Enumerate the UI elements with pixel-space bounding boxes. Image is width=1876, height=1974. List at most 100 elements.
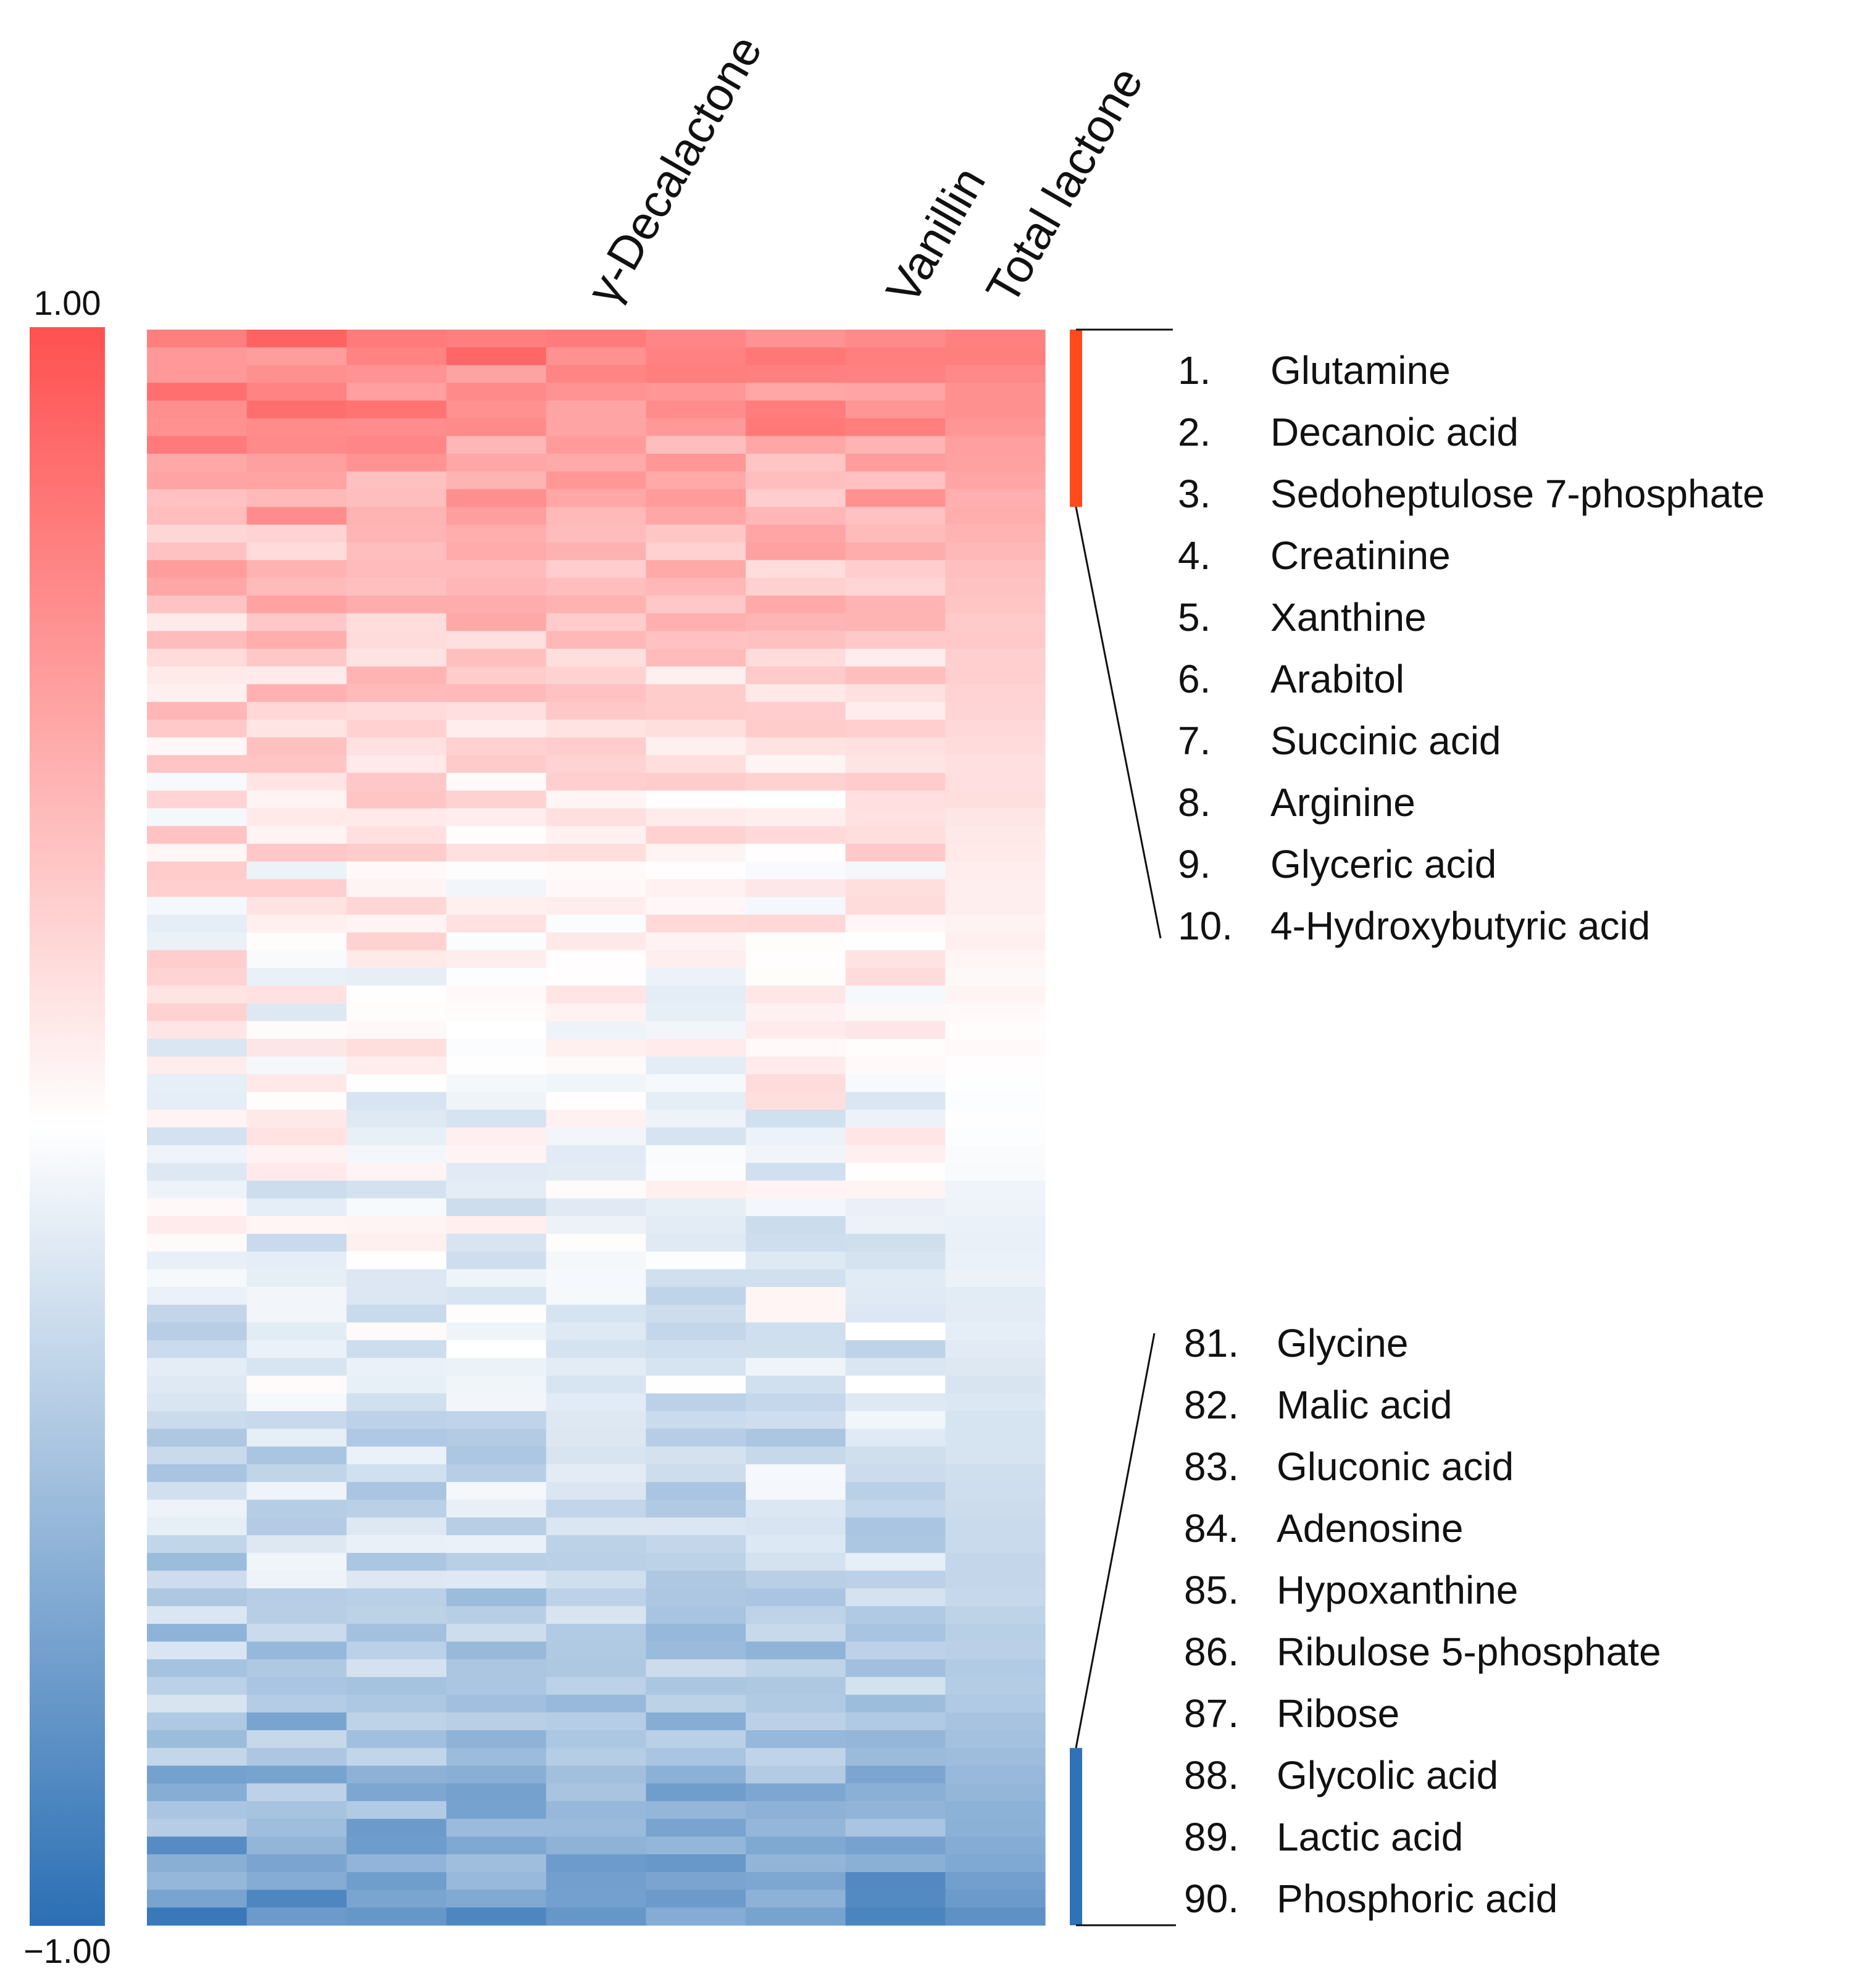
heatmap-cell <box>845 1854 946 1873</box>
heatmap-cell <box>646 524 746 543</box>
heatmap-cell <box>546 1287 646 1306</box>
heatmap-cell <box>646 1393 746 1412</box>
heatmap-cell <box>147 1233 248 1252</box>
heatmap-cell <box>746 968 846 986</box>
heatmap-cell <box>346 1783 447 1802</box>
heatmap-cell <box>746 1783 846 1802</box>
heatmap-cell <box>945 1623 1046 1643</box>
heatmap-cell <box>945 1003 1046 1022</box>
heatmap-cell <box>446 542 547 560</box>
heatmap-cell <box>346 383 447 401</box>
heatmap-cell <box>746 1765 846 1784</box>
heatmap-cell <box>246 879 347 897</box>
heatmap-cell <box>246 1393 347 1412</box>
heatmap-cell <box>147 1251 248 1270</box>
heatmap-cell <box>646 1446 746 1465</box>
heatmap-cell <box>546 719 646 738</box>
heatmap-cell <box>945 719 1046 738</box>
heatmap-cell <box>945 507 1046 525</box>
heatmap-cell <box>147 1092 248 1110</box>
heatmap-cell <box>446 1269 547 1288</box>
heatmap-cell <box>646 1357 746 1376</box>
heatmap-cell <box>546 631 646 649</box>
heatmap-cell <box>446 702 547 720</box>
heatmap-cell <box>845 1074 946 1093</box>
heatmap-cell <box>446 1907 547 1926</box>
heatmap-cell <box>845 1375 946 1394</box>
heatmap-cell <box>546 1428 646 1447</box>
heatmap-cell <box>546 1747 646 1767</box>
heatmap-cell <box>945 471 1046 490</box>
heatmap-cell <box>147 578 248 596</box>
heatmap-cell <box>346 1570 447 1589</box>
heatmap-cell <box>246 773 347 791</box>
heatmap-cell <box>845 1676 946 1696</box>
heatmap-cell <box>945 383 1046 401</box>
heatmap-cell <box>546 737 646 756</box>
heatmap-cell <box>845 560 946 578</box>
heatmap-cell <box>147 985 248 1004</box>
heatmap-cell <box>746 861 846 880</box>
heatmap-cell <box>746 684 846 702</box>
heatmap-cell <box>646 1659 746 1678</box>
heatmap-cell <box>446 454 547 472</box>
heatmap-cell <box>346 737 447 756</box>
heatmap-cell <box>646 507 746 525</box>
heatmap-grid <box>147 330 1046 1926</box>
heatmap-cell <box>246 861 347 880</box>
heatmap-cell <box>546 1659 646 1678</box>
heatmap-cell <box>945 914 1046 933</box>
heatmap-cell <box>346 471 447 490</box>
heatmap-cell <box>845 1092 946 1110</box>
heatmap-cell <box>446 1375 547 1394</box>
top-list-item-number: 9. <box>1178 842 1211 886</box>
heatmap-cell <box>246 755 347 773</box>
heatmap-cell <box>246 524 347 543</box>
heatmap-cell <box>945 666 1046 685</box>
heatmap-cell <box>147 595 248 614</box>
heatmap-cell <box>446 843 547 862</box>
heatmap-cell <box>246 1304 347 1323</box>
heatmap-cell <box>945 1570 1046 1589</box>
heatmap-cell <box>346 1003 447 1022</box>
heatmap-cell <box>546 826 646 844</box>
heatmap-cell <box>246 1021 347 1039</box>
top-list-item-name: Succinic acid <box>1270 718 1501 763</box>
heatmap-cell <box>945 1145 1046 1164</box>
heatmap-cell <box>446 826 547 844</box>
heatmap-cell <box>546 436 646 454</box>
heatmap-cell <box>945 595 1046 614</box>
heatmap-cell <box>446 790 547 809</box>
heatmap-cell <box>147 471 248 490</box>
heatmap-cell <box>446 1747 547 1767</box>
heatmap-cell <box>845 1145 946 1164</box>
heatmap-cell <box>546 365 646 383</box>
heatmap-cell <box>945 1340 1046 1359</box>
heatmap-cell <box>845 1623 946 1643</box>
heatmap-cell <box>147 950 248 968</box>
heatmap-cell <box>346 914 447 933</box>
heatmap-cell <box>646 1340 746 1359</box>
heatmap-cell <box>147 1180 248 1199</box>
heatmap-cell <box>346 897 447 915</box>
heatmap-cell <box>346 1889 447 1908</box>
heatmap-cell <box>446 1535 547 1554</box>
heatmap-cell <box>945 1092 1046 1110</box>
heatmap-cell <box>246 418 347 436</box>
heatmap-cell <box>546 1003 646 1022</box>
heatmap-cell <box>845 1198 946 1217</box>
heatmap-cell <box>945 454 1046 472</box>
heatmap-cell <box>147 1304 248 1323</box>
heatmap-cell <box>746 1535 846 1554</box>
heatmap-cell <box>546 524 646 543</box>
heatmap-cell <box>246 1535 347 1554</box>
heatmap-cell <box>646 1889 746 1908</box>
heatmap-cell <box>446 1180 547 1199</box>
heatmap-cell <box>845 808 946 827</box>
heatmap-cell <box>746 330 846 348</box>
heatmap-cell <box>546 755 646 773</box>
heatmap-cell <box>446 968 547 986</box>
heatmap-cell <box>446 613 547 631</box>
heatmap-cell <box>446 330 547 348</box>
heatmap-cell <box>845 436 946 454</box>
